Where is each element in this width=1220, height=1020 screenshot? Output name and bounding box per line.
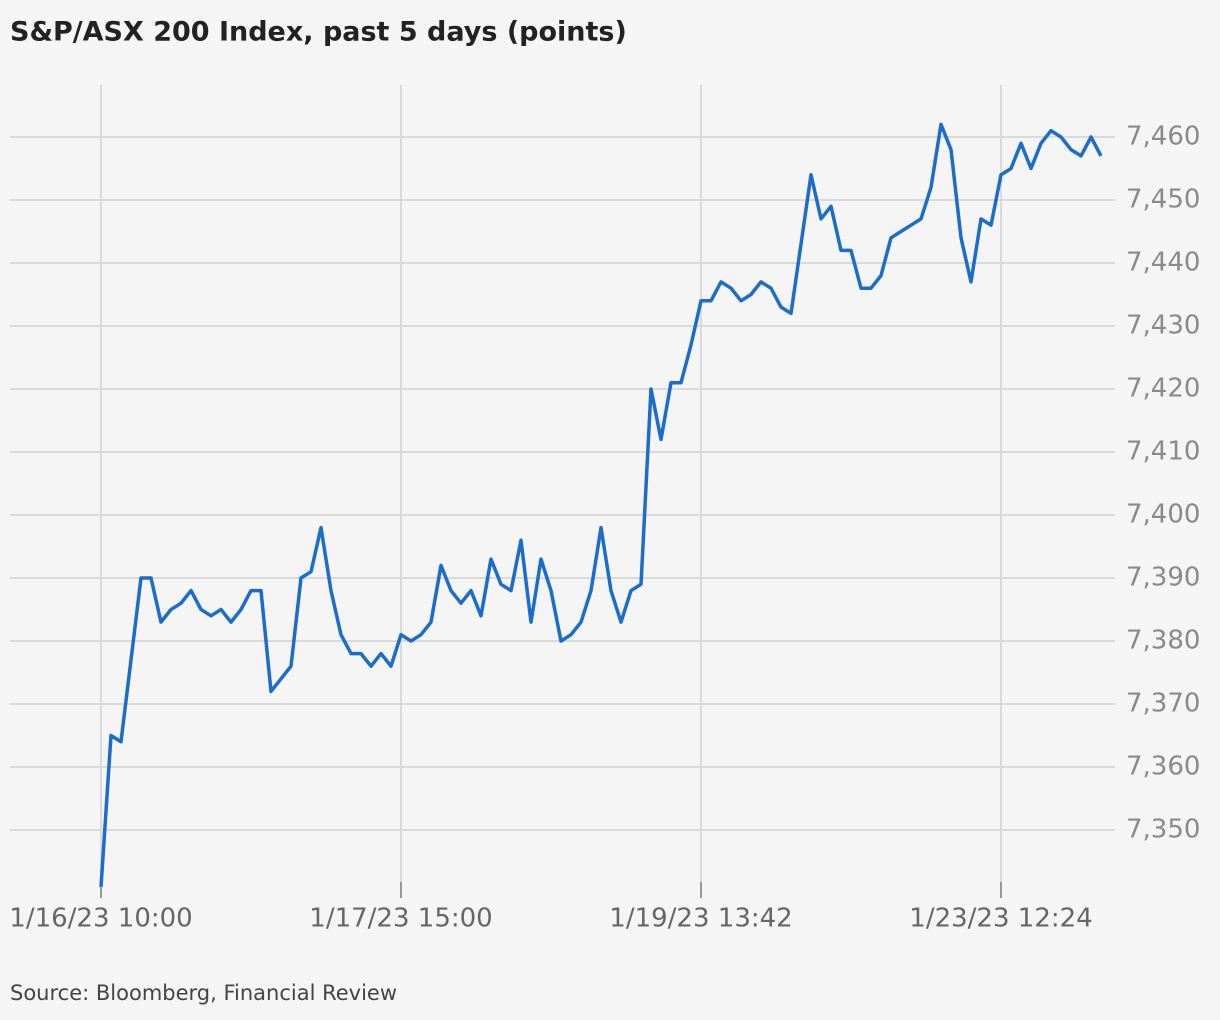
- x-tick-label: 1/17/23 15:00: [309, 904, 492, 934]
- y-tick-label: 7,410: [1126, 437, 1200, 467]
- y-tick-label: 7,400: [1126, 500, 1200, 530]
- chart-title: S&P/ASX 200 Index, past 5 days (points): [10, 17, 627, 48]
- x-tick-label: 1/16/23 10:00: [9, 904, 192, 934]
- y-tick-label: 7,380: [1126, 626, 1200, 656]
- source-note: Source: Bloomberg, Financial Review: [10, 981, 397, 1005]
- y-tick-label: 7,360: [1126, 752, 1200, 782]
- y-tick-label: 7,420: [1126, 374, 1200, 404]
- y-tick-label: 7,430: [1126, 311, 1200, 341]
- data-line: [99, 122, 1103, 887]
- y-tick-label: 7,370: [1126, 689, 1200, 719]
- y-tick-label: 7,460: [1126, 122, 1200, 152]
- x-tick-label: 1/23/23 12:24: [909, 904, 1092, 934]
- y-tick-label: 7,440: [1126, 248, 1200, 278]
- y-tick-label: 7,350: [1126, 815, 1200, 845]
- y-tick-label: 7,450: [1126, 185, 1200, 215]
- x-tick-label: 1/19/23 13:42: [609, 904, 792, 934]
- y-tick-label: 7,390: [1126, 563, 1200, 593]
